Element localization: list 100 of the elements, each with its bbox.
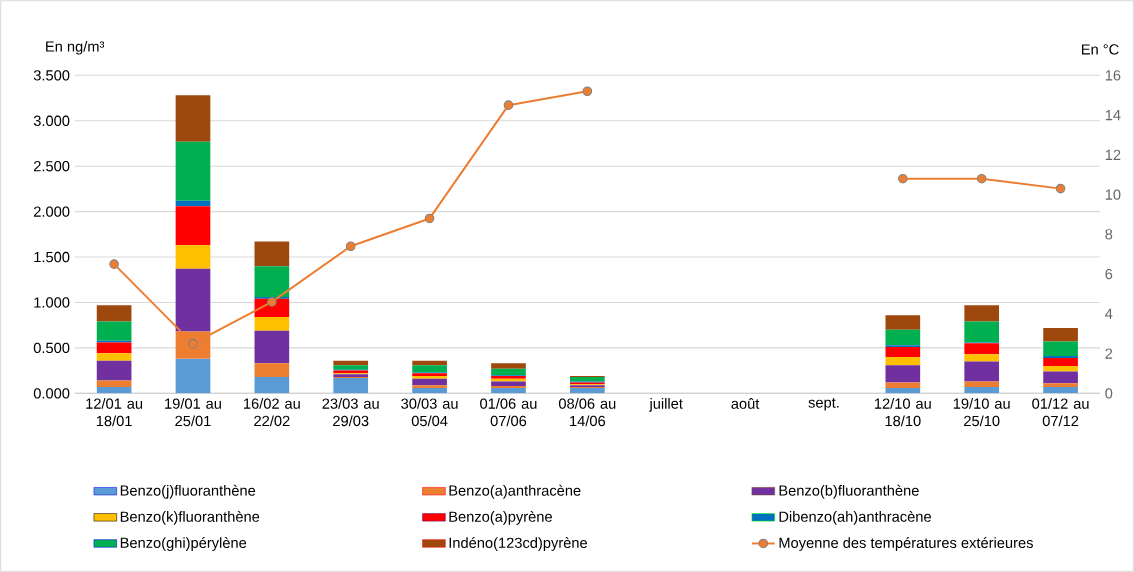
bar xyxy=(254,363,290,377)
y-tick-label: 2.500 xyxy=(33,161,70,172)
bar xyxy=(254,317,290,331)
y-tick-label: 2.000 xyxy=(33,206,70,217)
bar xyxy=(412,387,447,394)
bar xyxy=(964,305,1000,322)
bar xyxy=(885,329,921,346)
x-tick-label: 19/01 au 25/01 xyxy=(165,398,221,427)
bar xyxy=(885,315,921,330)
x-tick-label: 19/10 au 25/10 xyxy=(953,398,1010,427)
bar xyxy=(333,365,369,370)
bar xyxy=(1043,357,1078,367)
bar xyxy=(96,342,132,354)
bar xyxy=(885,347,921,357)
x-tick-label: 12/01 au 18/01 xyxy=(86,398,143,427)
bar xyxy=(254,376,290,394)
bar xyxy=(96,386,132,394)
point xyxy=(109,259,119,269)
y2-tick-label: 12 xyxy=(1105,149,1121,160)
point xyxy=(976,173,987,184)
x-tick-label: juillet xyxy=(649,398,683,412)
bar xyxy=(175,200,211,207)
x-tick-label: 16/02 au 22/02 xyxy=(244,398,300,427)
bar xyxy=(885,387,921,394)
y-axis-title: En ng/m³ xyxy=(46,40,105,55)
bar xyxy=(96,380,132,387)
legend-label: Benzo(b)fluoranthène xyxy=(779,484,919,499)
x-tick-label: 23/03 au 29/03 xyxy=(322,398,379,427)
bar xyxy=(96,305,132,322)
y2-tick-label: 8 xyxy=(1105,229,1113,240)
legend-label: Dibenzo(ah)anthracène xyxy=(779,510,931,525)
y2-tick-label: 6 xyxy=(1105,268,1113,280)
bar xyxy=(175,245,211,269)
bar xyxy=(412,385,447,388)
legend-label: Benzo(ghi)pérylène xyxy=(120,537,247,551)
y-tick-label: 3.000 xyxy=(33,115,70,126)
y-tick-label: 0.500 xyxy=(33,342,70,354)
bar xyxy=(1043,327,1078,342)
bar xyxy=(175,358,211,394)
bar xyxy=(333,377,369,394)
y2-tick-label: 4 xyxy=(1105,308,1113,319)
bar xyxy=(885,365,921,383)
x-tick-label: 30/03 au 05/04 xyxy=(401,398,458,427)
bar xyxy=(412,365,447,373)
bar xyxy=(254,266,290,298)
bar xyxy=(964,321,1000,343)
point xyxy=(1055,183,1066,194)
bar xyxy=(175,95,211,142)
legend-label: Benzo(j)fluoranthène xyxy=(120,484,256,499)
legend-label: Moyenne des températures extérieures xyxy=(779,537,1033,551)
bar xyxy=(964,343,1000,355)
bar xyxy=(570,387,605,394)
point xyxy=(424,213,435,224)
bar xyxy=(1043,371,1078,384)
bar xyxy=(491,368,526,376)
point xyxy=(345,241,356,252)
x-tick-label: 01/06 au 07/06 xyxy=(480,398,537,427)
bar xyxy=(412,378,447,386)
point xyxy=(503,100,514,110)
bar xyxy=(1043,341,1078,357)
bar xyxy=(964,386,1000,394)
y2-tick-label: 16 xyxy=(1105,70,1121,81)
x-tick-label: 01/12 au 07/12 xyxy=(1032,398,1089,427)
point xyxy=(582,86,593,97)
y-tick-label: 1.500 xyxy=(34,251,70,263)
bar xyxy=(96,321,132,341)
bar xyxy=(1043,386,1078,394)
bar xyxy=(964,354,1000,362)
bar xyxy=(885,356,921,366)
y-tick-label: 3.500 xyxy=(33,70,70,81)
y2-tick-label: 14 xyxy=(1105,110,1121,121)
bar xyxy=(175,206,211,246)
legend-label: Indéno(123cd)pyrène xyxy=(449,537,588,551)
y-tick-label: 1.000 xyxy=(34,297,70,308)
bar xyxy=(96,353,132,361)
bar xyxy=(570,376,605,382)
bar xyxy=(175,268,211,332)
bar xyxy=(1043,383,1078,387)
x-tick-label: août xyxy=(731,398,760,409)
x-tick-label: 08/06 au 14/06 xyxy=(558,398,616,427)
legend-label: Benzo(a)pyrène xyxy=(449,510,552,525)
y-tick-label: 0.000 xyxy=(33,388,70,399)
y2-tick-label: 2 xyxy=(1105,348,1113,359)
bar xyxy=(491,363,526,369)
x-tick-label: sept. xyxy=(808,398,839,411)
y2-tick-label: 0 xyxy=(1105,388,1113,399)
bar xyxy=(96,360,132,381)
y2-axis-title: En °C xyxy=(1081,44,1119,55)
x-tick-label: 12/10 au 18/10 xyxy=(874,398,931,427)
bar xyxy=(1043,366,1078,372)
point xyxy=(267,297,277,307)
legend-label: Benzo(a)anthracène xyxy=(449,484,581,499)
bar xyxy=(175,141,211,201)
y2-tick-label: 10 xyxy=(1105,189,1121,200)
bar xyxy=(491,387,526,394)
bar xyxy=(964,361,1000,382)
legend-label: Benzo(k)fluoranthène xyxy=(120,510,260,525)
bar xyxy=(254,241,290,267)
bar xyxy=(885,382,921,388)
bar xyxy=(254,330,290,364)
